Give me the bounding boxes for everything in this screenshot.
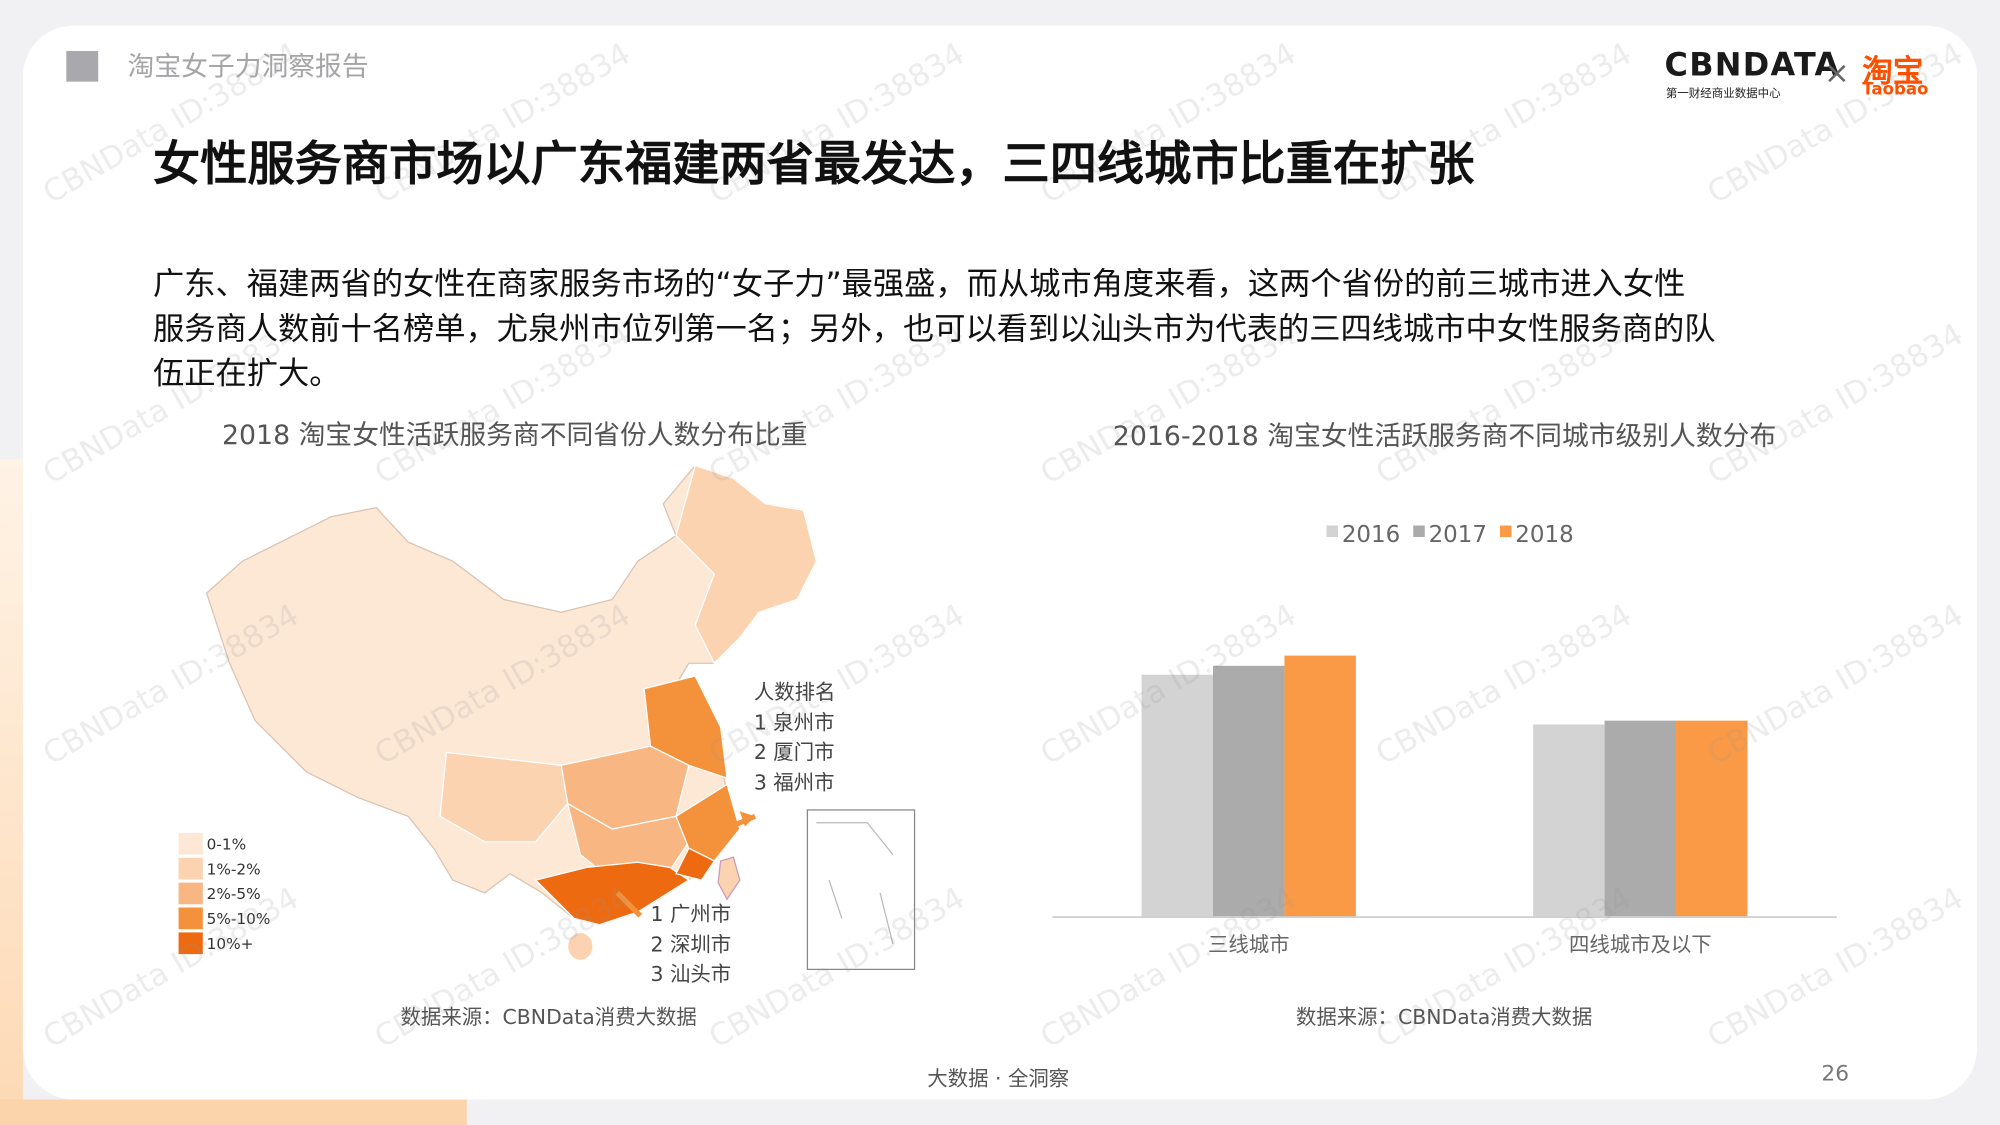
- paragraph: 广东、福建两省的女性在商家服务市场的“女子力”最强盛，而从城市角度来看，这两个省…: [153, 261, 1715, 395]
- legend-label: 2018: [1515, 522, 1573, 548]
- bar: [1676, 720, 1748, 918]
- rank-item: 1 广州市: [650, 901, 732, 927]
- page-number: 26: [1821, 1061, 1850, 1087]
- logo-sub: 第一财经商业数据中心: [1665, 88, 1781, 101]
- legend-label: 5%-10%: [207, 910, 271, 928]
- legend-label: 1%-2%: [207, 860, 261, 878]
- map-title: 2018 淘宝女性活跃服务商不同省份人数分布比重: [221, 419, 808, 451]
- legend-swatch: [1326, 525, 1339, 537]
- accent-strip: [0, 459, 23, 1125]
- source: 数据来源：CBNData消费大数据: [400, 1005, 697, 1030]
- legend-label: 2016: [1342, 522, 1400, 548]
- rank-item: 2 厦门市: [753, 739, 835, 765]
- paragraph-line: 广东、福建两省的女性在商家服务市场的“女子力”最强盛，而从城市角度来看，这两个省…: [153, 265, 1686, 303]
- legend-swatch: [1413, 525, 1425, 537]
- bar: [1213, 665, 1285, 918]
- legend-label: 10%+: [207, 935, 254, 953]
- rank-list: 人数排名 1 泉州市 2 厦门市 3 福州市: [754, 677, 836, 797]
- x-tick-label: 三线城市: [1208, 933, 1290, 957]
- legend-swatch: [178, 857, 203, 880]
- bar: [1141, 674, 1214, 918]
- header-square: [66, 51, 99, 82]
- rank-title: 人数排名: [753, 679, 836, 705]
- arrow-head: [739, 811, 756, 827]
- rank-item: 1 泉州市: [753, 709, 835, 735]
- rank-list: 1 广州市 2 深圳市 3 汕头市: [651, 899, 732, 989]
- chart-title: 2016-2018 淘宝女性活跃服务商不同城市级别人数分布: [1112, 420, 1777, 452]
- logo-cross: ×: [1823, 54, 1850, 91]
- inset-lines: [816, 822, 894, 945]
- accent-strip: [0, 1099, 467, 1125]
- heading: 女性服务商市场以广东福建两省最发达，三四线城市比重在扩张: [153, 136, 1475, 192]
- legend-swatch: [178, 932, 203, 955]
- source: 数据来源：CBNData消费大数据: [1295, 1005, 1593, 1030]
- paragraph-line: 服务商人数前十名榜单，尤泉州市位列第一名；另外，也可以看到以汕头市为代表的三四线…: [153, 309, 1716, 347]
- slogan: 大数据 · 全洞察: [927, 1066, 1070, 1091]
- bar: [1533, 724, 1605, 918]
- legend-swatch: [178, 907, 203, 930]
- partner-logo-en: Taobao: [1862, 80, 1929, 100]
- watermark: CBNData ID:38834: [38, 881, 305, 1055]
- legend-swatch: [1499, 525, 1512, 537]
- partner-logo: 淘宝: [1862, 53, 1924, 90]
- bar: [1604, 720, 1677, 918]
- watermark: CBNData ID:38834: [1702, 317, 1969, 491]
- arrow: [615, 891, 643, 918]
- legend-label: 0-1%: [207, 835, 247, 853]
- legend-swatch: [178, 882, 203, 905]
- south-sea-inset: [806, 809, 916, 971]
- watermark: CBNData ID:38834: [1702, 598, 1969, 772]
- rank-item: 2 深圳市: [650, 931, 732, 956]
- legend-label: 2%-5%: [207, 885, 261, 903]
- rank-item: 3 汕头市: [650, 961, 732, 986]
- china-map: [205, 464, 818, 962]
- legend-label: 2017: [1429, 522, 1487, 548]
- logo: CBNDATA: [1664, 45, 1841, 83]
- paragraph-line: 伍正在扩大。: [153, 354, 341, 392]
- report-name: 淘宝女子力洞察报告: [127, 51, 369, 82]
- x-tick-label: 四线城市及以下: [1569, 933, 1712, 957]
- bar: [1284, 655, 1356, 918]
- legend-swatch: [178, 832, 203, 855]
- rank-item: 3 福州市: [753, 769, 835, 795]
